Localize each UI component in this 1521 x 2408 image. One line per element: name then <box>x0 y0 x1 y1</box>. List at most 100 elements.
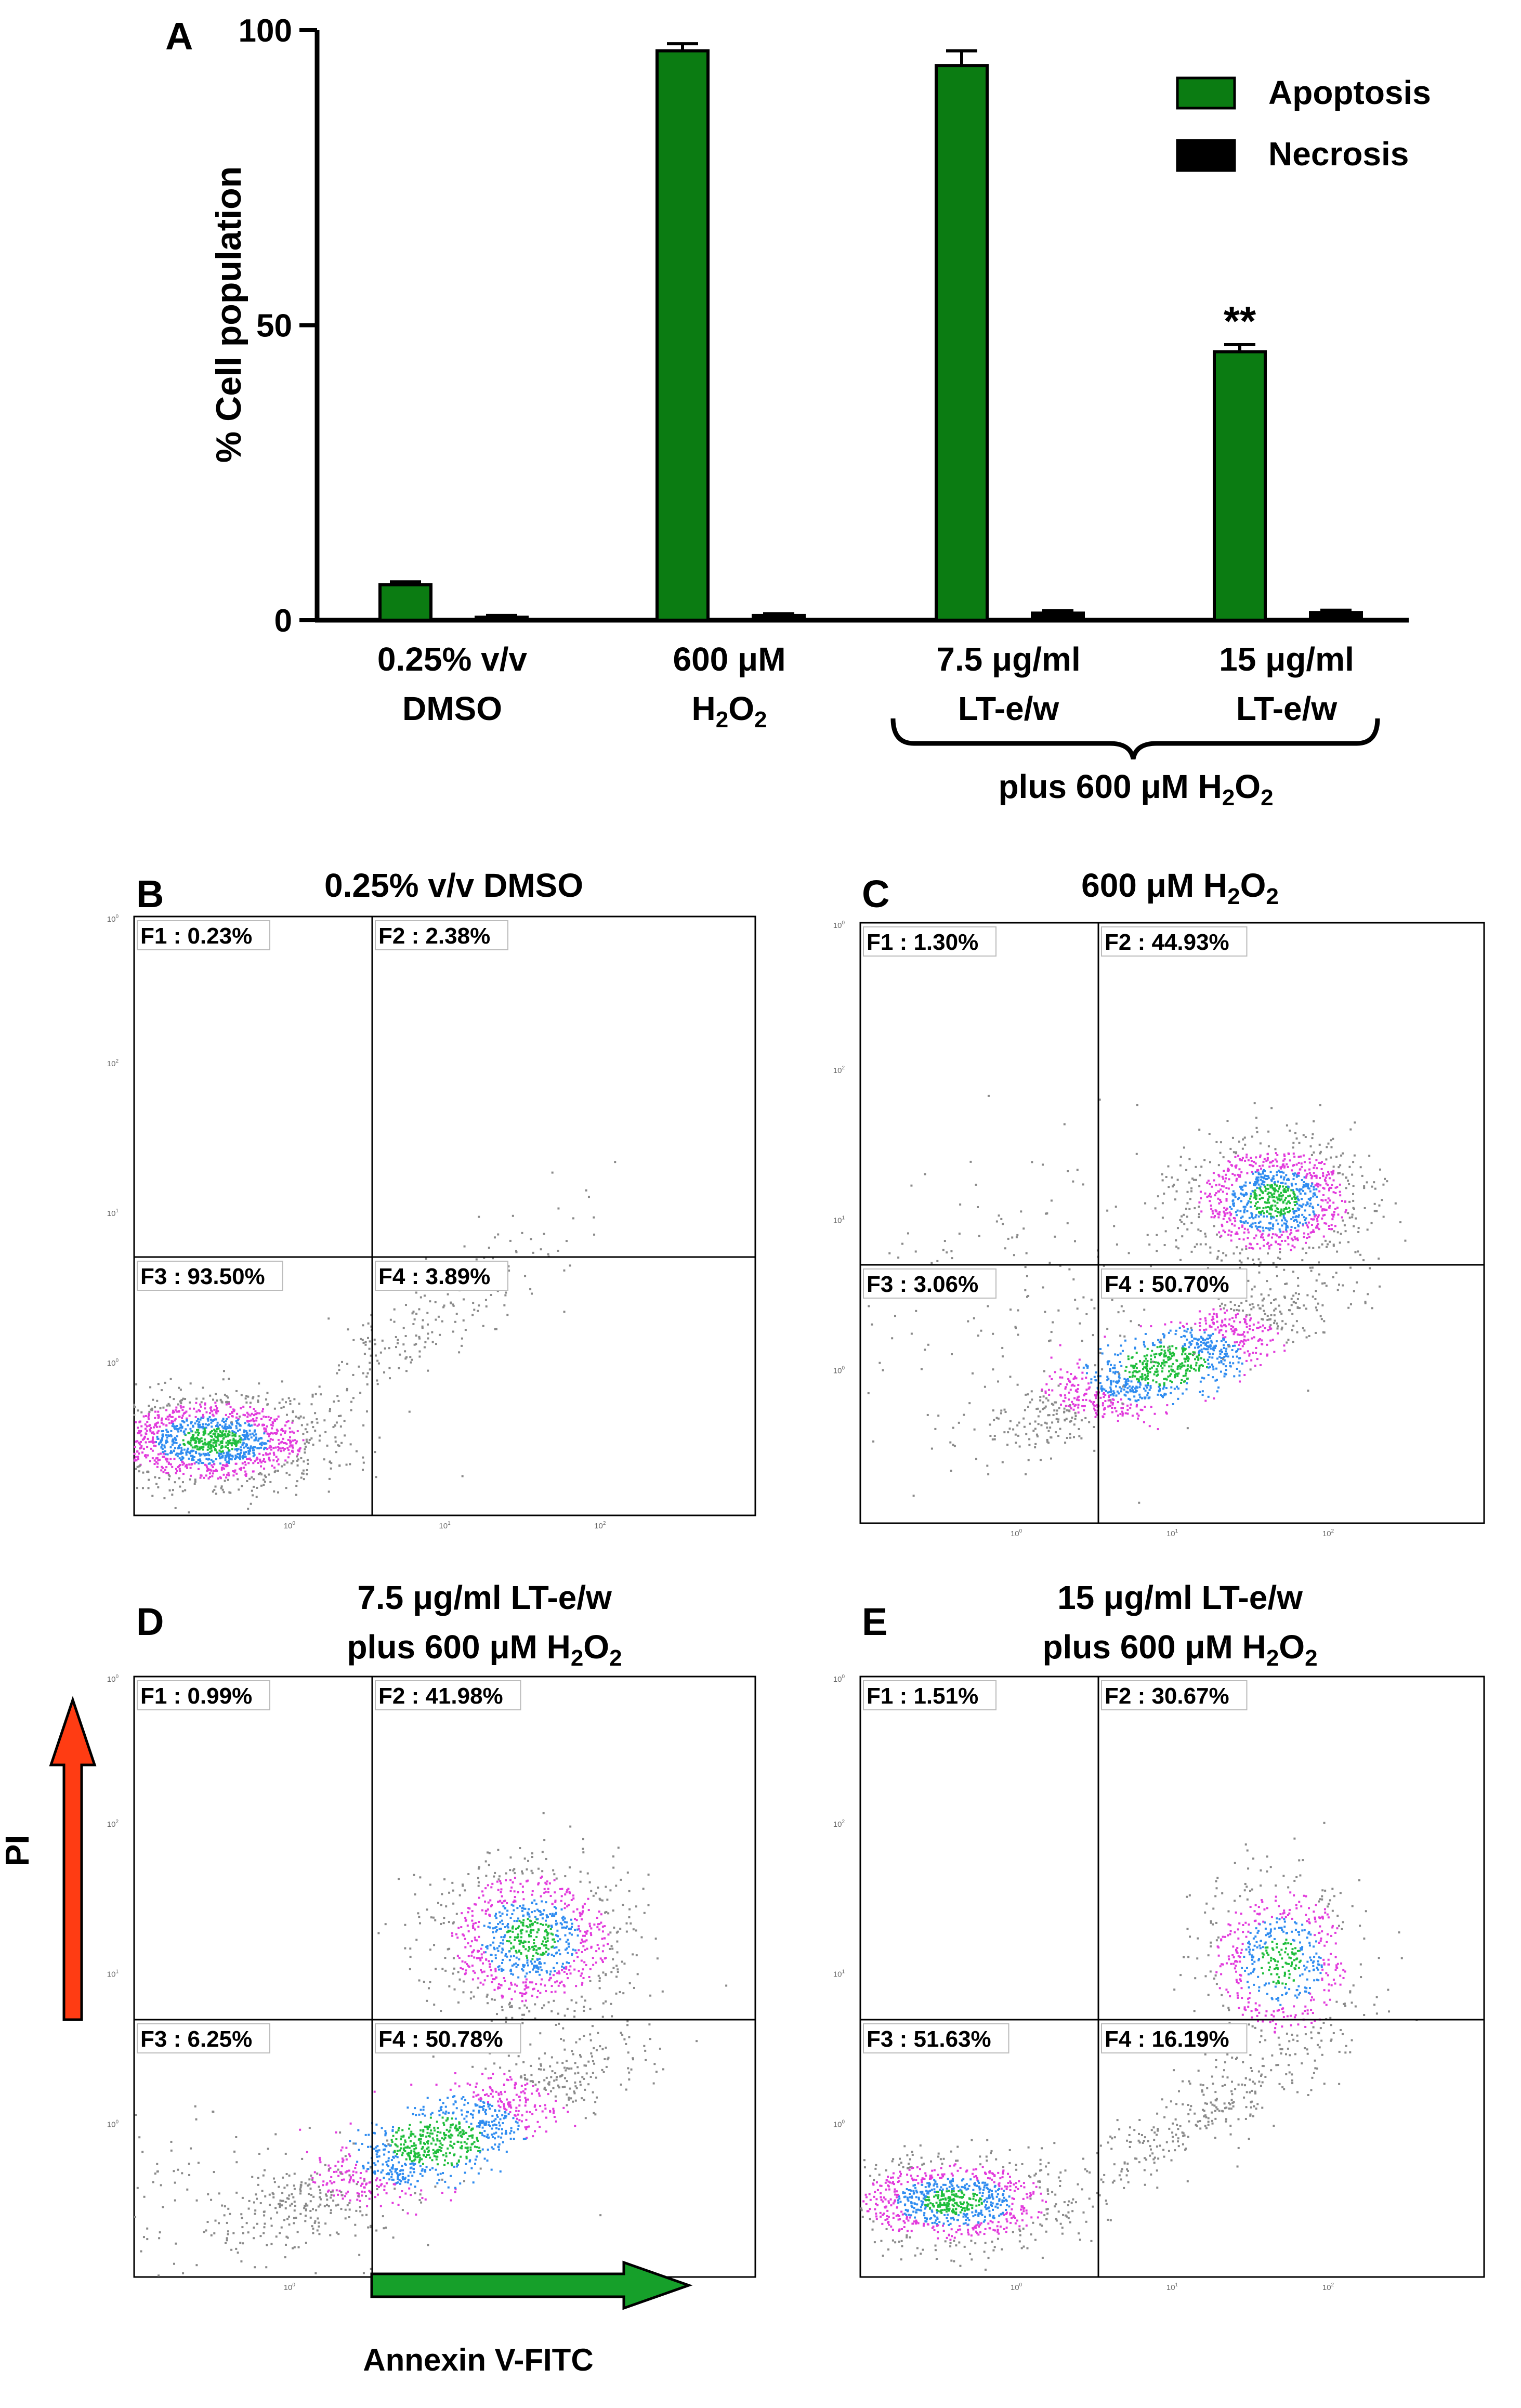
event-dot <box>946 1251 948 1254</box>
event-dot <box>251 1476 253 1478</box>
event-dot <box>239 1429 241 1431</box>
event-dot <box>168 1422 171 1424</box>
event-dot <box>504 1900 506 1902</box>
event-dot <box>227 1449 230 1451</box>
event-dot <box>375 1476 377 1478</box>
event-dot <box>1175 1329 1177 1332</box>
event-dot <box>216 1428 218 1431</box>
event-dot <box>199 1454 202 1457</box>
event-dot <box>1379 1285 1381 1288</box>
event-dot <box>1299 1221 1301 1224</box>
category-label-line1: 0.25% v/v <box>377 640 528 678</box>
event-dot <box>148 1478 150 1481</box>
event-dot <box>167 1434 169 1437</box>
event-dot <box>1037 1423 1040 1425</box>
group-label: plus 600 μM H2O2 <box>998 768 1273 810</box>
event-dot <box>205 1458 208 1460</box>
event-dot <box>275 1456 278 1458</box>
event-dot <box>601 1960 604 1963</box>
event-dot <box>1262 1191 1264 1194</box>
event-dot <box>1270 1215 1273 1218</box>
event-dot <box>182 1412 185 1415</box>
event-dot <box>987 1473 990 1475</box>
event-dot <box>1203 1159 1206 1161</box>
event-dot <box>150 1441 152 1443</box>
event-dot <box>362 1372 364 1375</box>
event-dot <box>274 1446 277 1449</box>
event-dot <box>1042 1401 1044 1404</box>
event-dot <box>598 1910 600 1913</box>
event-dot <box>1139 1376 1142 1379</box>
event-dot <box>397 1339 399 1341</box>
event-dot <box>1279 1199 1281 1201</box>
event-dot <box>1280 1195 1283 1197</box>
event-dot <box>282 1406 285 1408</box>
event-dot <box>1235 1316 1237 1319</box>
event-dot <box>422 1319 424 1321</box>
event-dot <box>1296 1207 1299 1210</box>
event-dot <box>1283 1165 1286 1168</box>
event-dot <box>998 1214 1000 1217</box>
event-dot <box>1138 1370 1141 1372</box>
event-dot <box>185 1451 188 1454</box>
event-dot <box>257 1395 260 1397</box>
event-dot <box>993 1438 996 1441</box>
event-dot <box>157 1410 160 1413</box>
event-dot <box>142 1471 145 1474</box>
event-dot <box>1110 1364 1112 1366</box>
event-dot <box>1186 1365 1189 1367</box>
event-dot <box>1326 1246 1328 1248</box>
event-dot <box>1352 1161 1355 1163</box>
event-dot <box>1144 1332 1147 1335</box>
event-dot <box>1135 1367 1138 1369</box>
event-dot <box>1106 1328 1109 1330</box>
event-dot <box>1233 1309 1236 1312</box>
event-dot <box>501 1895 503 1897</box>
event-dot <box>1093 1404 1095 1407</box>
event-dot <box>1214 1328 1217 1331</box>
event-dot <box>1241 1225 1243 1228</box>
event-dot <box>543 2004 545 2007</box>
event-dot <box>202 1431 205 1433</box>
event-dot <box>1283 1176 1286 1179</box>
event-dot <box>968 1402 971 1405</box>
event-dot <box>415 1939 418 1941</box>
event-dot <box>1238 1168 1241 1171</box>
event-dot <box>1322 1214 1325 1217</box>
event-dot <box>281 1465 283 1468</box>
event-dot <box>1125 1384 1127 1386</box>
event-dot <box>1280 1182 1282 1184</box>
event-dot <box>214 1447 217 1450</box>
event-dot <box>1243 1374 1246 1377</box>
event-dot <box>1236 1246 1238 1249</box>
event-dot <box>1299 1168 1302 1171</box>
event-dot <box>215 1425 217 1428</box>
event-dot <box>483 1257 486 1259</box>
event-dot <box>625 1922 628 1925</box>
event-dot <box>1198 1368 1200 1370</box>
event-dot <box>488 1247 490 1249</box>
event-dot <box>337 1364 340 1367</box>
event-dot <box>1048 1375 1051 1378</box>
event-dot <box>232 1438 235 1441</box>
event-dot <box>349 1443 352 1446</box>
event-dot <box>595 1950 598 1953</box>
event-dot <box>1370 1222 1373 1224</box>
event-dot <box>1250 1243 1252 1246</box>
event-dot <box>1139 1325 1142 1328</box>
event-dot <box>1170 1357 1172 1360</box>
event-dot <box>1336 1231 1339 1234</box>
event-dot <box>588 1922 591 1925</box>
event-dot <box>1285 1228 1288 1231</box>
event-dot <box>1277 1325 1279 1328</box>
event-dot <box>528 1947 531 1950</box>
event-dot <box>1220 1308 1222 1311</box>
event-dot <box>1151 1342 1154 1344</box>
event-dot <box>303 1478 305 1481</box>
event-dot <box>1077 1388 1079 1390</box>
event-dot <box>335 1421 338 1424</box>
event-dot <box>521 1870 523 1873</box>
event-dot <box>1253 1196 1256 1199</box>
event-dot <box>215 1436 218 1438</box>
event-dot <box>1222 1190 1224 1193</box>
